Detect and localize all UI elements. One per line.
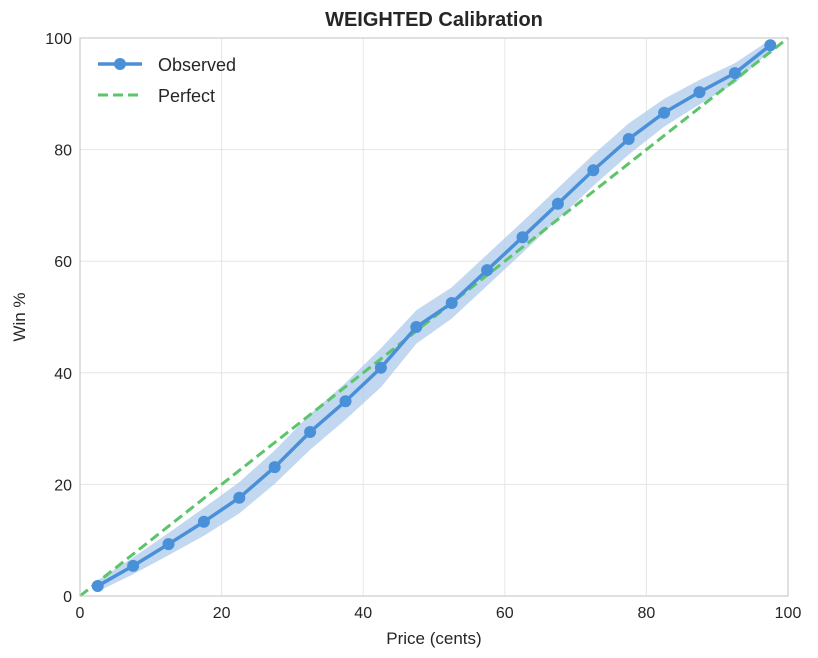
observed-point (162, 538, 175, 551)
y-tick-label: 40 (54, 366, 72, 383)
observed-point (339, 395, 352, 408)
observed-point (233, 491, 246, 504)
y-tick-label: 0 (63, 589, 72, 606)
x-tick-label: 20 (213, 605, 231, 622)
observed-line (96, 43, 772, 588)
plot-frame (79, 37, 789, 597)
y-tick-label: 20 (54, 477, 72, 494)
observed-point (268, 461, 281, 474)
chart-title: WEIGHTED Calibration (325, 9, 543, 31)
observed-point (91, 579, 104, 592)
x-axis-label: Price (cents) (386, 629, 481, 648)
observed-point (481, 264, 494, 277)
legend: Observed Perfect (98, 55, 236, 106)
observed-point (410, 321, 423, 334)
observed-point (127, 559, 140, 572)
observed-point (587, 164, 600, 177)
observed-point (304, 425, 317, 438)
observed-point (516, 231, 529, 244)
observed-point (658, 106, 671, 119)
x-tick-label: 60 (496, 605, 514, 622)
y-tick-label: 100 (45, 31, 72, 48)
legend-observed-marker (114, 58, 126, 70)
x-tick-label: 80 (638, 605, 656, 622)
observed-point (764, 39, 777, 52)
observed-point (693, 86, 706, 99)
observed-point (622, 132, 635, 145)
x-tick-label: 40 (354, 605, 372, 622)
observed-point (728, 67, 741, 80)
legend-perfect-label: Perfect (158, 86, 215, 106)
observed-point (374, 361, 387, 374)
legend-observed-label: Observed (158, 55, 236, 75)
x-tick-label: 0 (76, 605, 85, 622)
observed-point (197, 515, 210, 528)
y-axis-label: Win % (10, 292, 29, 341)
observed-point (551, 197, 564, 210)
y-tick-label: 60 (54, 254, 72, 271)
observed-point (445, 297, 458, 310)
x-tick-label: 100 (775, 605, 802, 622)
y-tick-label: 80 (54, 143, 72, 160)
